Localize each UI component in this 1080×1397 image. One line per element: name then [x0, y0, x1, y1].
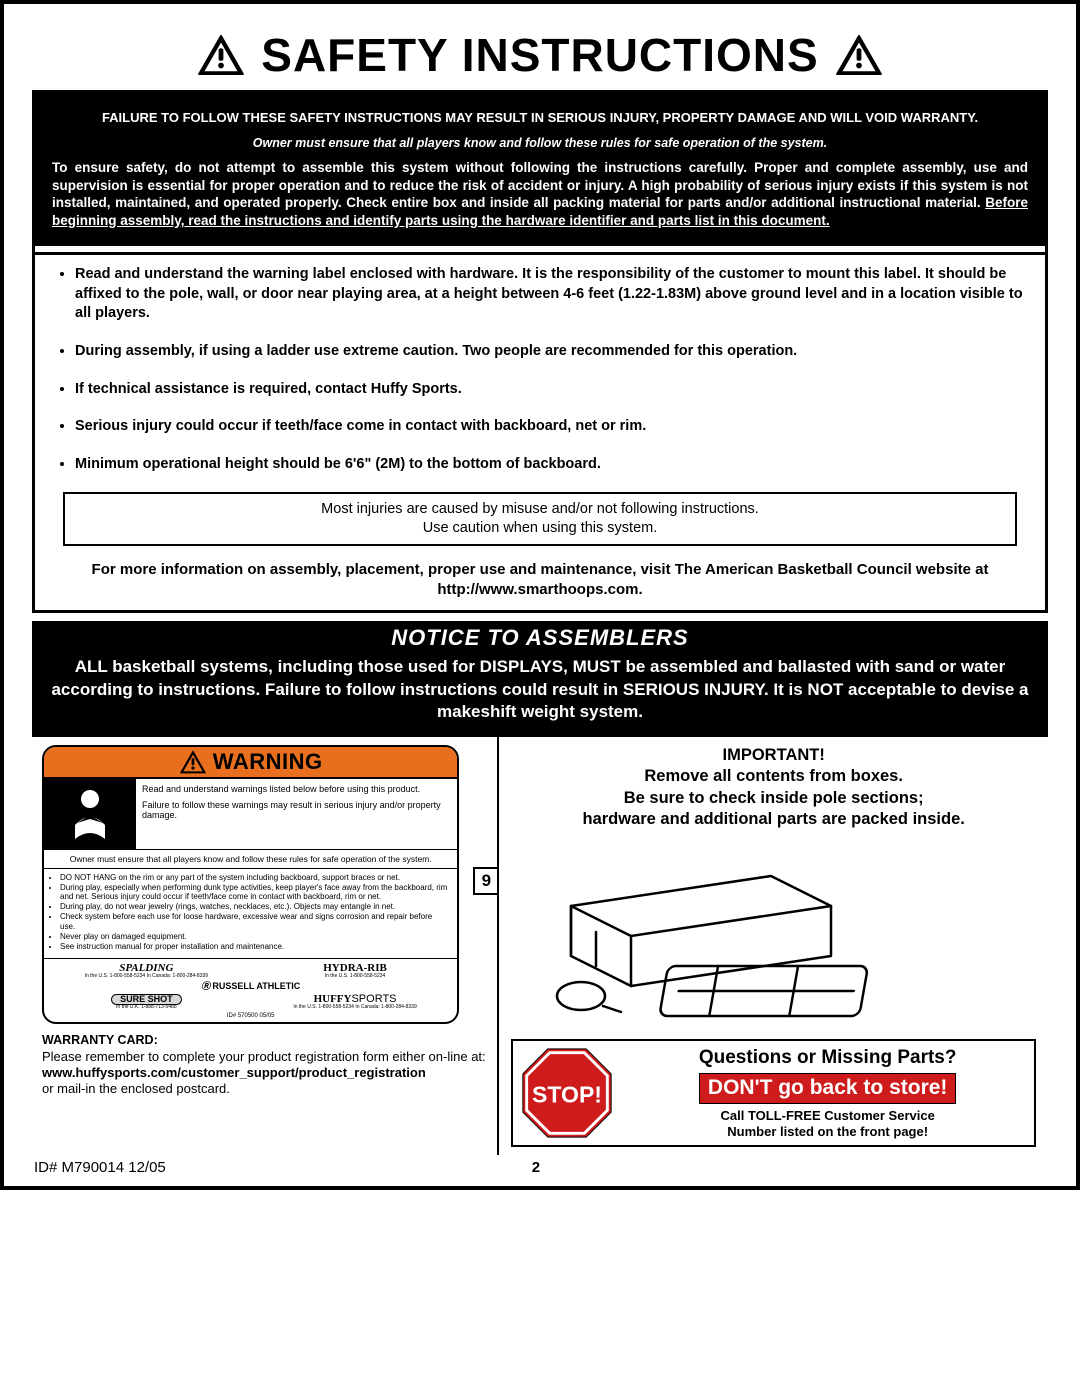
important-block: IMPORTANT! Remove all contents from boxe… — [511, 745, 1036, 831]
more-info: For more information on assembly, placem… — [53, 554, 1027, 607]
bullet-item: Read and understand the warning label en… — [75, 265, 1027, 324]
misuse-l2: Use caution when using this system. — [423, 520, 658, 536]
warn-item: Never play on damaged equipment. — [60, 932, 449, 941]
warning-triangle-icon — [197, 34, 245, 76]
important-l1: IMPORTANT! — [723, 746, 825, 764]
lower-right: IMPORTANT! Remove all contents from boxe… — [499, 737, 1048, 1156]
important-l4: hardware and additional parts are packed… — [582, 810, 964, 828]
warranty-heading: WARRANTY CARD: — [42, 1033, 158, 1047]
fail-line: Failure to follow these warnings may res… — [142, 800, 451, 821]
brand-sureshot: SURE SHOTIn the U.K. 1-888-713-5488 — [50, 993, 243, 1011]
warning-label-sticker: WARNING Read and understand warnings lis… — [42, 745, 459, 1025]
bullet-item: If technical assistance is required, con… — [75, 380, 1027, 400]
questions-heading: Questions or Missing Parts? — [699, 1047, 957, 1069]
stop-sign-icon: STOP! — [517, 1045, 617, 1141]
notice-title: NOTICE TO ASSEMBLERS — [32, 621, 1048, 656]
bullet-item: During assembly, if using a ladder use e… — [75, 342, 1027, 362]
safety-block-outer: FAILURE TO FOLLOW THESE SAFETY INSTRUCTI… — [32, 90, 1048, 613]
important-l2: Remove all contents from boxes. — [644, 767, 903, 785]
reading-figure-icon — [44, 779, 136, 849]
call-tollfree: Call TOLL-FREE Customer Service Number l… — [721, 1108, 935, 1139]
black-warning-box: FAILURE TO FOLLOW THESE SAFETY INSTRUCTI… — [35, 93, 1045, 246]
brand-spalding: SPALDINGIn the U.S. 1-800-558-5234 In Ca… — [50, 962, 243, 980]
important-l3: Be sure to check inside pole sections; — [624, 789, 924, 807]
brand-hydrarib: HYDRA-RIBIn the U.S. 1-800-558-5234 — [259, 962, 452, 980]
failure-warning: FAILURE TO FOLLOW THESE SAFETY INSTRUCTI… — [52, 110, 1028, 127]
footer: ID# M790014 12/05 2 — [32, 1155, 1048, 1176]
stop-row: STOP! Questions or Missing Parts? DON'T … — [511, 1039, 1036, 1147]
misuse-box: Most injuries are caused by misuse and/o… — [63, 492, 1017, 546]
lower-left: WARNING Read and understand warnings lis… — [32, 737, 499, 1156]
warn-item: Check system before each use for loose h… — [60, 912, 449, 930]
dont-go-back: DON'T go back to store! — [699, 1073, 957, 1104]
warranty-line1: Please remember to complete your product… — [42, 1049, 486, 1064]
bullet-box: Read and understand the warning label en… — [35, 252, 1045, 610]
black-box-body: To ensure safety, do not attempt to asse… — [52, 159, 1028, 229]
misuse-l1: Most injuries are caused by misuse and/o… — [321, 501, 759, 517]
warning-triangle-icon — [835, 34, 883, 76]
warranty-card: WARRANTY CARD: Please remember to comple… — [42, 1032, 487, 1097]
page-frame: SAFETY INSTRUCTIONS FAILURE TO FOLLOW TH… — [0, 0, 1080, 1190]
bullet-item: Serious injury could occur if teeth/face… — [75, 417, 1027, 437]
warning-bullets: DO NOT HANG on the rim or any part of th… — [44, 869, 457, 959]
brand-huffy: HUFFYSPORTSIn the U.S. 1-800-558-5234 In… — [259, 993, 452, 1011]
warning-header: WARNING — [44, 747, 457, 779]
stop-text-col: Questions or Missing Parts? DON'T go bac… — [625, 1045, 1030, 1141]
warn-item: See instruction manual for proper instal… — [60, 942, 449, 951]
warranty-line2: or mail-in the enclosed postcard. — [42, 1081, 230, 1096]
lower-section: WARNING Read and understand warnings lis… — [32, 735, 1048, 1156]
page-title: SAFETY INSTRUCTIONS — [261, 28, 818, 82]
body-pre: To ensure safety, do not attempt to asse… — [52, 160, 1028, 210]
notice-body: ALL basketball systems, including those … — [32, 656, 1048, 734]
title-row: SAFETY INSTRUCTIONS — [32, 28, 1048, 82]
read-line: Read and understand warnings listed belo… — [142, 784, 451, 794]
brand-russell: Ⓡ RUSSELL ATHLETIC — [50, 980, 451, 993]
label-id: ID# 570500 05/05 — [50, 1011, 451, 1019]
footer-id: ID# M790014 12/05 — [34, 1159, 166, 1176]
warn-item: DO NOT HANG on the rim or any part of th… — [60, 873, 449, 882]
brand-row: SPALDINGIn the U.S. 1-800-558-5234 In Ca… — [44, 958, 457, 1022]
warn-item: During play, especially when performing … — [60, 883, 449, 901]
warning-center: Owner must ensure that all players know … — [44, 850, 457, 869]
warning-title: WARNING — [213, 749, 323, 775]
bullet-item: Minimum operational height should be 6'6… — [75, 455, 1027, 475]
warning-read-text: Read and understand warnings listed belo… — [136, 779, 457, 849]
stop-text: STOP! — [532, 1082, 602, 1108]
page-number: 2 — [532, 1159, 540, 1176]
box-contents-illustration — [511, 836, 911, 1026]
warning-row1: Read and understand warnings listed belo… — [44, 779, 457, 850]
owner-rules-italic: Owner must ensure that all players know … — [52, 135, 1028, 151]
callout-number-9: 9 — [473, 867, 499, 895]
warning-triangle-icon — [179, 750, 207, 774]
warranty-url: www.huffysports.com/customer_support/pro… — [42, 1065, 426, 1080]
warn-item: During play, do not wear jewelry (rings,… — [60, 902, 449, 911]
